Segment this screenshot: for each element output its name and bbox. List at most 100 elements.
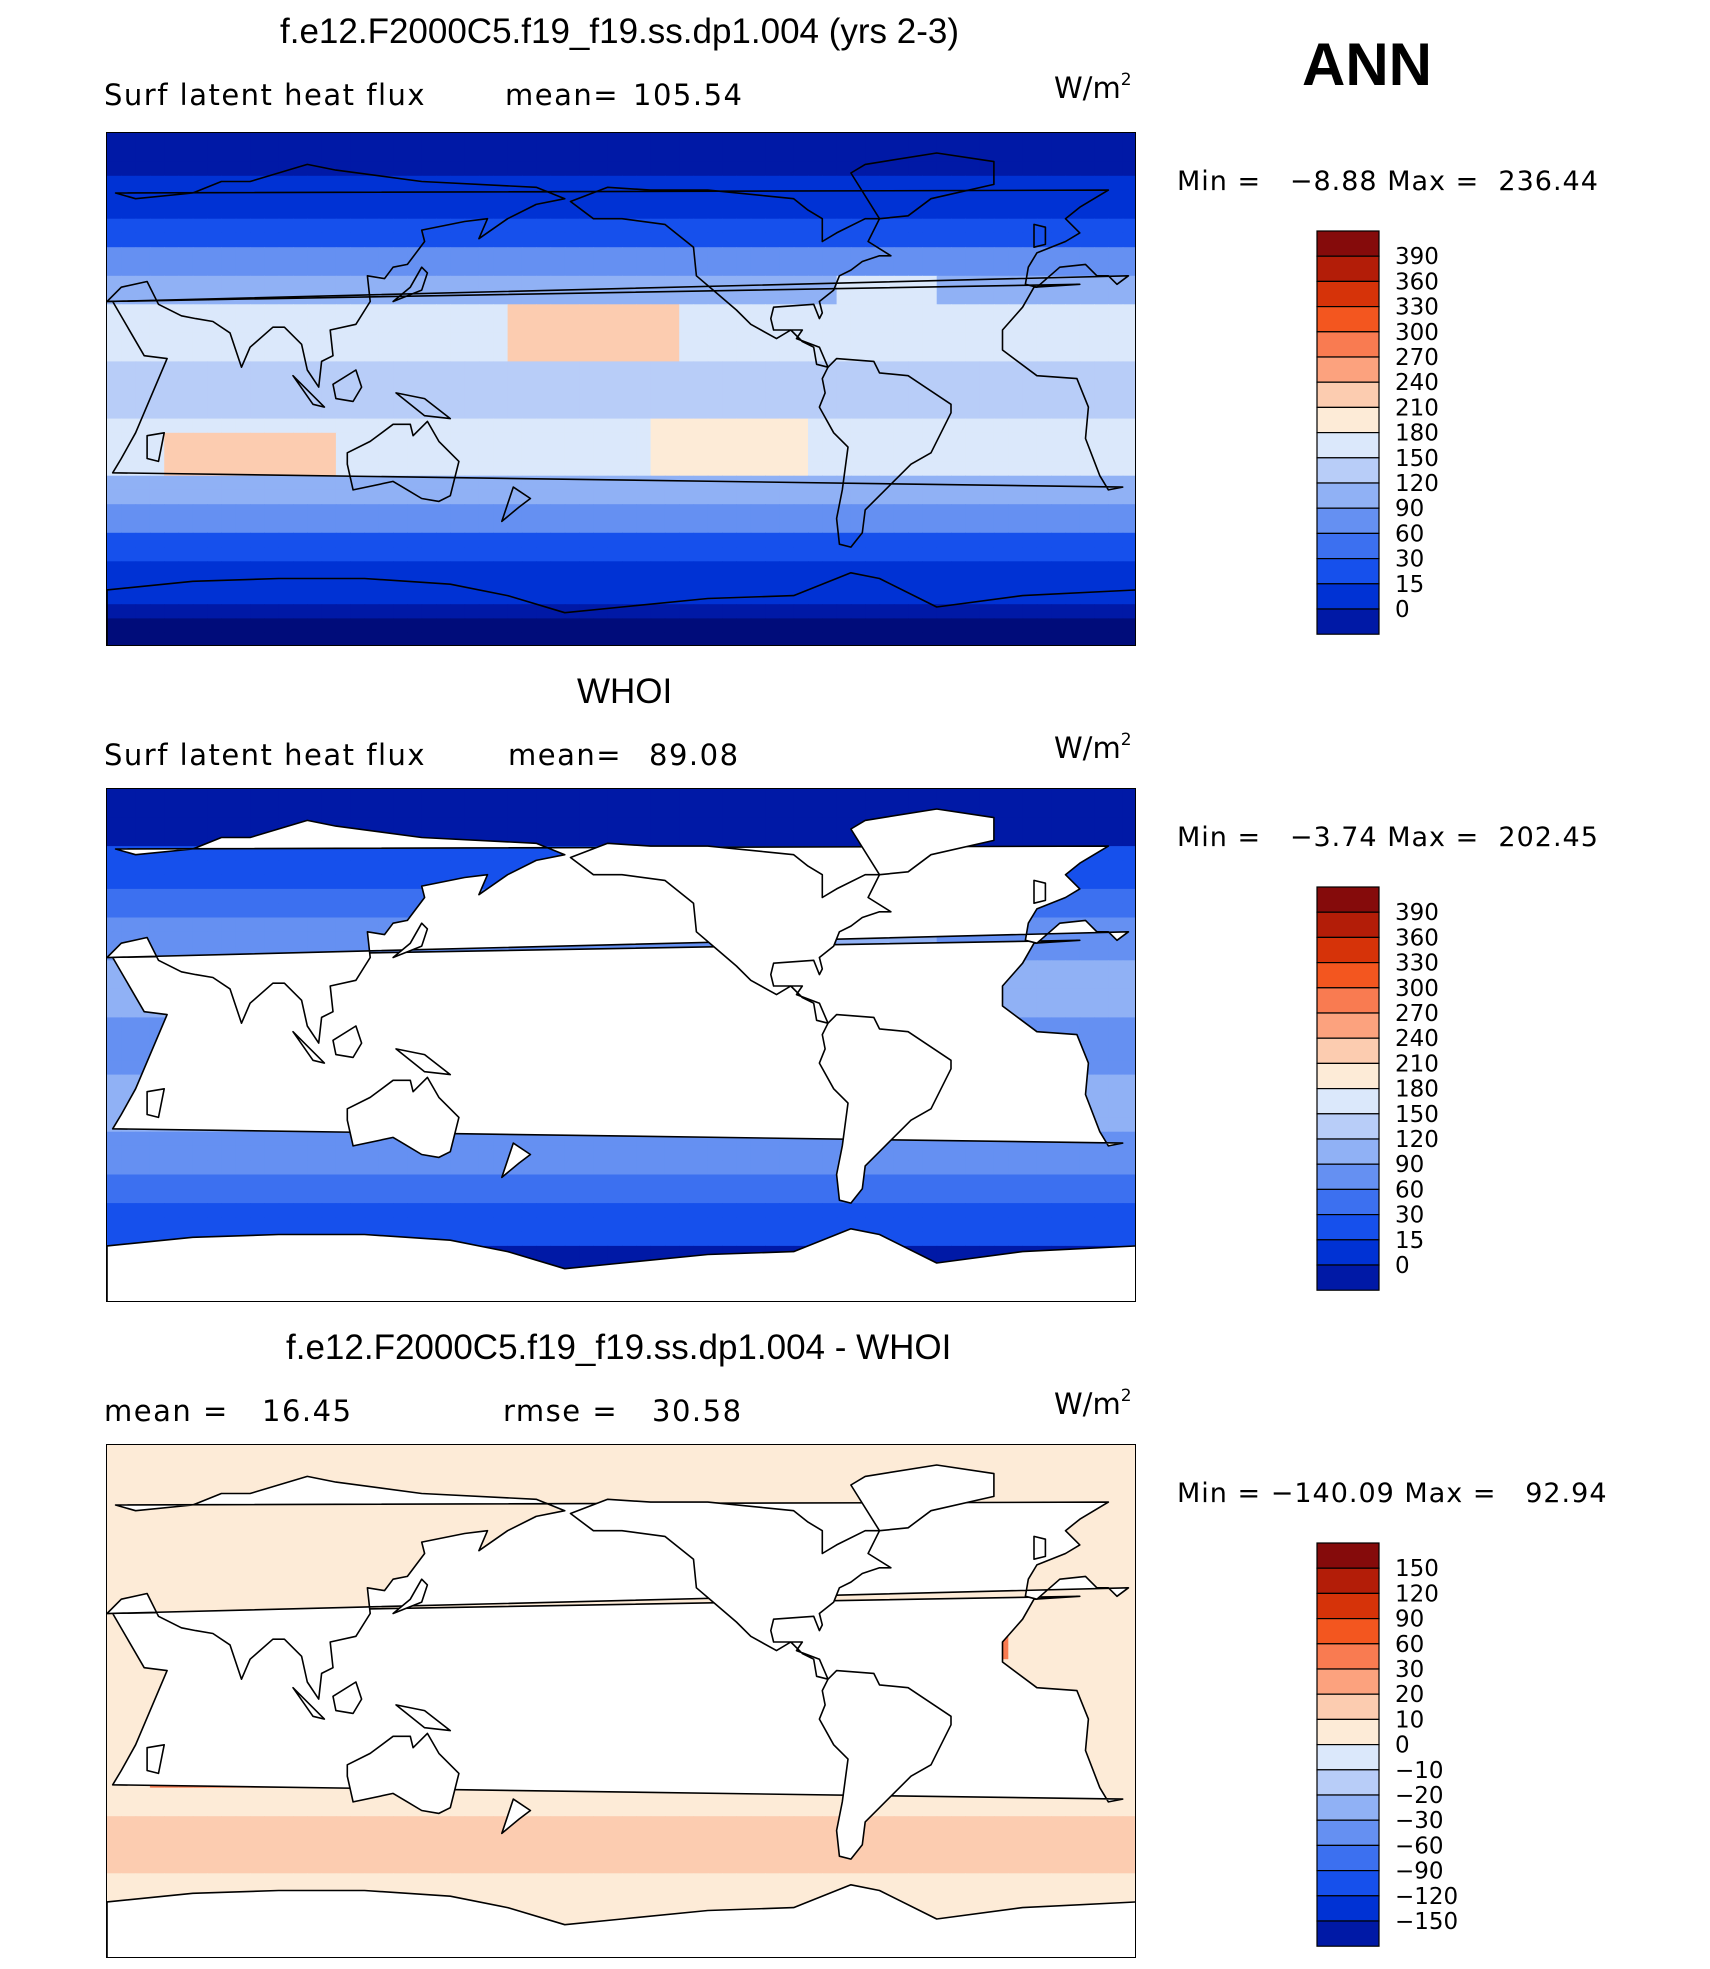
panel2-cell: [493, 1145, 509, 1161]
panel2-cell: [178, 860, 194, 876]
panel2-cell: [135, 1131, 151, 1147]
panel1-cell: [536, 589, 552, 605]
panel1-cell: [464, 375, 480, 391]
panel1-cell: [693, 632, 709, 645]
panel1-cell: [235, 418, 251, 434]
panel1-cell: [250, 489, 265, 505]
panel1-cell: [779, 261, 795, 277]
panel1-cell: [536, 275, 552, 291]
panel2-cell: [350, 1188, 366, 1204]
panel1-cell: [321, 547, 337, 562]
panel1-cell: [1065, 518, 1081, 534]
panel2-cell: [1094, 1231, 1109, 1247]
panel2-cell: [1108, 1103, 1124, 1118]
panel1-cell: [450, 404, 466, 420]
panel1-cell: [579, 404, 594, 420]
panel1-cell: [107, 290, 122, 305]
panel1-cell: [750, 218, 766, 234]
panel2-cell: [979, 803, 995, 819]
panel1-cell: [121, 461, 137, 477]
panel2-cell: [808, 803, 823, 819]
panel1-cell: [135, 547, 151, 562]
panel2-cell: [207, 1160, 222, 1176]
panel1-cell: [1008, 290, 1024, 305]
panel1-cell: [178, 375, 194, 391]
panel1-cell: [1051, 190, 1067, 205]
panel1-cell: [1094, 347, 1109, 363]
panel1-cell: [464, 547, 480, 562]
panel1-cell: [679, 561, 695, 577]
panel2-cell: [521, 789, 537, 804]
panel1-cell: [149, 418, 165, 434]
panel2-cell: [1108, 1031, 1124, 1047]
panel1-cell: [693, 532, 709, 548]
panel1-cell: [536, 161, 552, 177]
panel2-cell: [736, 817, 752, 833]
panel2-cell: [1065, 831, 1081, 847]
panel2-cell: [293, 917, 308, 933]
panel2-cell: [1051, 946, 1067, 961]
panel1-cell: [507, 404, 523, 420]
panel1-cell: [135, 133, 151, 148]
panel1-cell: [536, 504, 552, 520]
panel2-cell: [1036, 974, 1052, 990]
panel1-cell: [507, 518, 523, 534]
panel1-cell: [836, 447, 852, 462]
panel1-cell: [908, 361, 923, 377]
panel1-min: −8.88: [1289, 166, 1378, 197]
panel1-cell: [507, 247, 523, 263]
panel1-cell: [1108, 547, 1124, 562]
panel2-cell: [178, 874, 194, 890]
panel1-cell: [1022, 547, 1038, 562]
panel1-cell: [407, 561, 423, 577]
panel1-cell: [1108, 532, 1124, 548]
panel1-cell: [593, 190, 609, 205]
panel1-cell: [293, 175, 308, 191]
panel1-cell: [722, 447, 737, 462]
panel2-cell: [750, 803, 766, 819]
panel1-cell: [364, 561, 380, 577]
panel1-cell: [307, 518, 323, 534]
panel1-cell: [321, 418, 337, 434]
panel1-cell: [879, 375, 895, 391]
panel2-cell: [221, 1217, 237, 1233]
panel2-cell: [793, 789, 809, 804]
panel1-cell: [235, 161, 251, 177]
panel2-cell: [779, 831, 795, 847]
panel1-cell: [808, 461, 823, 477]
panel2-cell: [1094, 1003, 1109, 1019]
panel1-cell: [493, 232, 509, 248]
panel2-cell: [221, 846, 237, 861]
panel1-cell: [808, 290, 823, 305]
panel2-cell: [378, 888, 394, 904]
panel2-cell: [235, 860, 251, 876]
panel2-cell: [207, 1203, 222, 1218]
panel1-cell: [478, 332, 494, 348]
panel2-cell: [1108, 1060, 1124, 1076]
panel2-cell: [235, 1217, 251, 1233]
panel2-cell: [464, 789, 480, 804]
panel1-cell: [579, 632, 594, 645]
panel2-cell: [736, 789, 752, 804]
panel1-cell: [121, 632, 137, 645]
panel1-cell: [1108, 161, 1124, 177]
panel1-cell: [650, 347, 666, 363]
panel1-cell: [450, 589, 466, 605]
panel1-cell: [450, 204, 466, 220]
panel1-cell: [908, 489, 923, 505]
panel1-cell: [393, 261, 408, 277]
panel2-cell: [1122, 946, 1135, 961]
panel1-cell: [436, 232, 451, 248]
panel1-cell: [278, 618, 294, 634]
panel1-cell: [436, 604, 451, 620]
panel1-cell: [178, 204, 194, 220]
panel1-cell: [664, 489, 680, 505]
panel1-cell: [636, 532, 652, 548]
panel1-cell: [622, 589, 637, 605]
panel1-cell: [679, 290, 695, 305]
panel1-cell: [664, 518, 680, 534]
panel2-cell: [893, 789, 909, 804]
panel1-cell: [865, 418, 881, 434]
panel1-cell: [1036, 161, 1052, 177]
panel2-cell: [1122, 1231, 1135, 1247]
